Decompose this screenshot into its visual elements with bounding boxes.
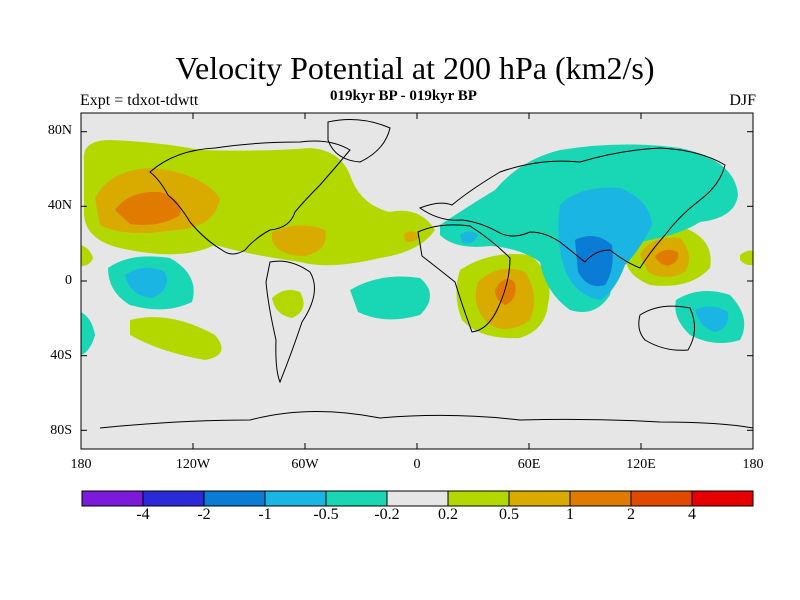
colorbar [81, 490, 754, 507]
colorbar-label: 0.2 [438, 506, 458, 523]
coastlines [99, 119, 753, 429]
antarctica-coast [99, 411, 753, 429]
negative-region [81, 312, 95, 355]
negative-region [695, 306, 729, 332]
negative-region [460, 231, 478, 244]
africa-coast [417, 224, 511, 333]
colorbar-swatch [264, 490, 327, 507]
colorbar-label: 2 [627, 506, 635, 523]
lon-tick-label: 180 [742, 457, 764, 472]
colorbar-swatch [142, 490, 205, 507]
colorbar-swatch [569, 490, 632, 507]
positive-region [115, 191, 181, 225]
colorbar-swatch [325, 490, 388, 507]
lat-tick-label: 40S [50, 348, 72, 363]
velocity-potential-field [81, 113, 753, 449]
colorbar-swatch [630, 490, 693, 507]
experiment-label: Expt = tdxot-tdwtt [80, 92, 199, 109]
colorbar-swatch [203, 490, 266, 507]
colorbar-label: -1 [258, 506, 272, 523]
negative-region [575, 236, 613, 287]
plot-subtitle: 019kyr BP - 019kyr BP [330, 88, 477, 104]
colorbar-swatch [508, 490, 571, 507]
colorbar-swatch [691, 490, 754, 507]
positive-region [81, 245, 93, 266]
negative-region [350, 276, 430, 320]
negative-region [125, 267, 167, 298]
positive-region [655, 249, 679, 266]
positive-region [272, 225, 326, 256]
positive-region [272, 290, 304, 318]
colorbar-swatch [447, 490, 510, 507]
positive-region [740, 250, 753, 266]
season-label: DJF [729, 92, 756, 109]
lat-tick-label: 80N [47, 123, 72, 138]
colorbar-label: 1 [566, 506, 574, 523]
lon-tick-label: 60E [517, 457, 541, 472]
positive-region [495, 278, 516, 305]
axis-ticks [81, 113, 753, 449]
plot-title: Velocity Potential at 200 hPa (km2/s) [175, 50, 655, 86]
lat-tick-label: 80S [50, 423, 72, 438]
lon-tick-label: 0 [413, 457, 421, 472]
colorbar-label: -2 [197, 506, 211, 523]
lon-tick-label: 60W [291, 457, 319, 472]
lat-tick-label: 0 [65, 273, 72, 288]
positive-region [130, 317, 222, 360]
south-america-coast [265, 260, 315, 384]
eurasia-coast [418, 147, 726, 269]
colorbar-label: -0.5 [313, 506, 339, 523]
colorbar-label: 4 [688, 506, 696, 523]
lon-tick-label: 180 [70, 457, 92, 472]
colorbar-swatch [386, 490, 449, 507]
lat-tick-label: 40N [47, 198, 72, 213]
australia-coast [638, 305, 695, 351]
north-america-coast [149, 140, 351, 255]
colorbar-swatch [81, 490, 144, 507]
colorbar-label: -0.2 [374, 506, 400, 523]
lon-tick-label: 120W [175, 457, 211, 472]
lon-tick-label: 120E [626, 457, 656, 472]
positive-region [404, 231, 420, 242]
colorbar-label: 0.5 [499, 506, 519, 523]
greenland-coast [327, 119, 391, 163]
colorbar-label: -4 [136, 506, 150, 523]
